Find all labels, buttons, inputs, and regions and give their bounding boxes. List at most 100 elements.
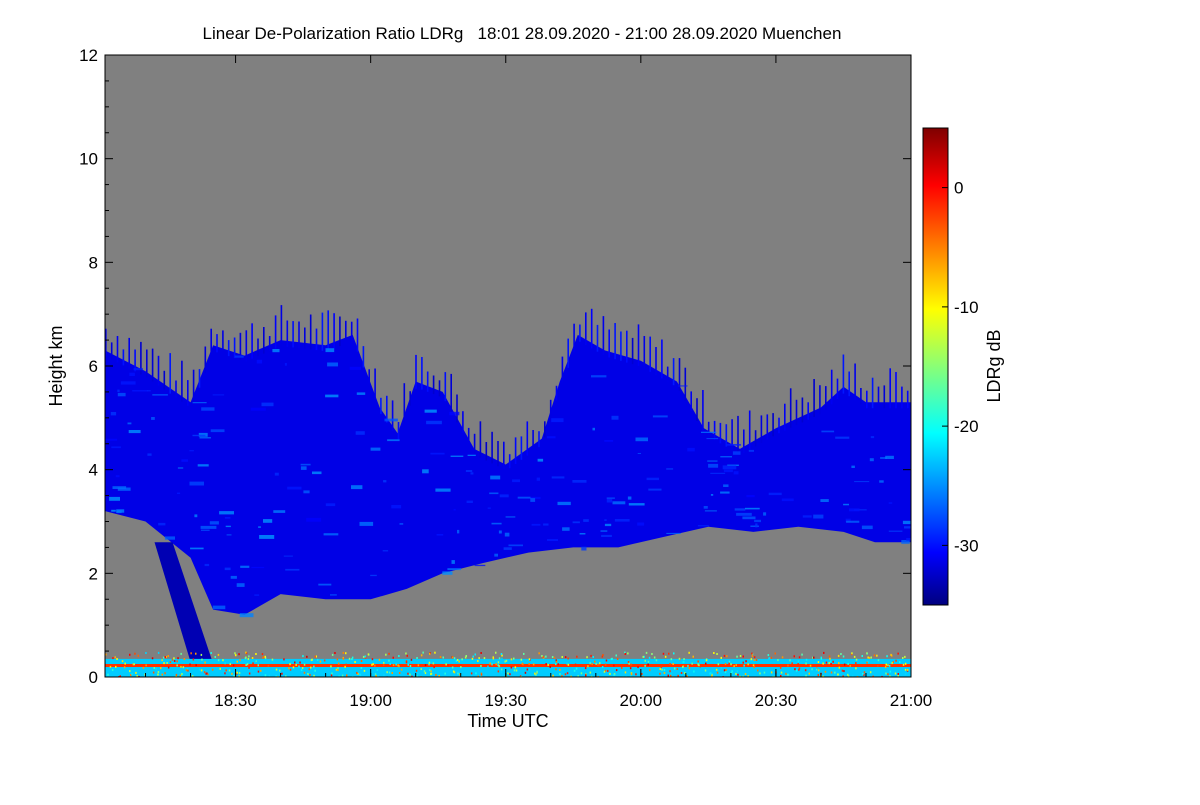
surface-return	[372, 663, 374, 666]
surface-return	[723, 669, 726, 672]
surface-return	[107, 673, 109, 676]
cloud-top-streak	[192, 369, 195, 403]
surface-return	[705, 659, 708, 662]
cloud-texture	[306, 517, 322, 522]
surface-return	[422, 651, 424, 654]
surface-return	[887, 673, 889, 676]
surface-return	[653, 656, 656, 659]
surface-return	[624, 671, 627, 674]
surface-return	[889, 670, 892, 673]
surface-return	[205, 672, 207, 675]
surface-return	[331, 672, 333, 675]
surface-return	[720, 656, 722, 659]
x-tick-label: 20:00	[620, 691, 663, 710]
surface-return	[164, 656, 166, 659]
surface-return	[420, 668, 422, 671]
surface-return	[222, 659, 224, 662]
cloud-texture	[219, 511, 234, 515]
cloud-texture	[312, 471, 322, 475]
surface-return	[453, 671, 456, 674]
surface-return	[683, 660, 685, 663]
cloud-texture	[457, 529, 460, 534]
surface-return	[602, 654, 604, 657]
surface-return	[471, 657, 474, 660]
surface-return	[672, 663, 674, 665]
surface-return	[817, 669, 820, 672]
surface-return	[195, 664, 197, 667]
cloud-top-streak	[438, 380, 441, 397]
cloud-texture	[474, 564, 486, 567]
cloud-top-streak	[426, 371, 429, 392]
surface-return	[747, 663, 749, 666]
surface-return	[663, 672, 666, 674]
surface-return	[742, 661, 744, 664]
surface-return	[849, 664, 851, 667]
cloud-top-streak	[362, 346, 365, 368]
surface-return	[651, 653, 653, 655]
surface-return	[837, 654, 840, 657]
surface-return	[737, 673, 739, 676]
cloud-texture	[503, 547, 512, 550]
surface-return	[456, 659, 459, 661]
surface-return	[281, 672, 283, 675]
surface-return	[245, 651, 247, 654]
cloud-texture	[704, 510, 717, 512]
surface-return	[669, 674, 672, 677]
cloud-top-streak	[403, 383, 406, 423]
surface-return	[232, 664, 235, 667]
surface-return	[861, 655, 863, 657]
cloud-texture	[152, 394, 168, 396]
surface-return	[460, 664, 462, 667]
cloud-top-streak	[122, 349, 125, 366]
surface-return	[190, 652, 192, 655]
surface-return	[314, 669, 316, 672]
surface-return	[173, 657, 175, 660]
surface-return	[489, 662, 491, 665]
surface-return	[162, 656, 165, 659]
surface-return	[407, 672, 409, 675]
cloud-top-streak	[198, 369, 201, 388]
cloud-top-streak	[292, 321, 294, 348]
surface-return	[351, 658, 353, 661]
cloud-texture	[854, 509, 867, 511]
surface-return	[363, 669, 366, 672]
surface-return	[447, 664, 449, 667]
surface-return	[464, 656, 467, 659]
surface-return	[555, 663, 557, 666]
cloud-texture	[755, 523, 758, 528]
surface-return	[342, 658, 345, 660]
surface-return	[716, 671, 719, 674]
surface-return	[420, 654, 423, 657]
cloud-texture	[181, 459, 188, 462]
surface-return	[815, 668, 818, 671]
surface-return	[863, 673, 865, 676]
cloud-top-streak	[895, 372, 897, 409]
surface-return	[452, 670, 455, 673]
cloud-texture	[109, 496, 120, 501]
cloud-top-streak	[538, 431, 540, 448]
cloud-top-streak	[585, 312, 587, 345]
surface-return	[428, 661, 431, 664]
cloud-texture	[612, 501, 626, 505]
x-tick-label: 18:30	[214, 691, 257, 710]
surface-return	[244, 657, 247, 660]
surface-return	[585, 674, 587, 677]
cloud-texture	[190, 547, 204, 550]
cloud-top-streak	[415, 354, 417, 389]
surface-return	[430, 670, 432, 673]
cloud-texture	[111, 446, 121, 449]
surface-return	[794, 668, 796, 671]
cloud-texture	[707, 460, 718, 462]
cloud-texture	[763, 512, 767, 516]
surface-return	[704, 669, 707, 672]
surface-return	[809, 664, 812, 667]
cloud-top-streak	[520, 436, 523, 460]
surface-return	[330, 665, 332, 668]
surface-return	[628, 662, 630, 665]
cloud-top-streak	[614, 323, 616, 360]
surface-return	[515, 669, 518, 672]
surface-return	[885, 672, 887, 675]
cloud-top-streak	[579, 324, 581, 342]
surface-return	[630, 672, 633, 675]
